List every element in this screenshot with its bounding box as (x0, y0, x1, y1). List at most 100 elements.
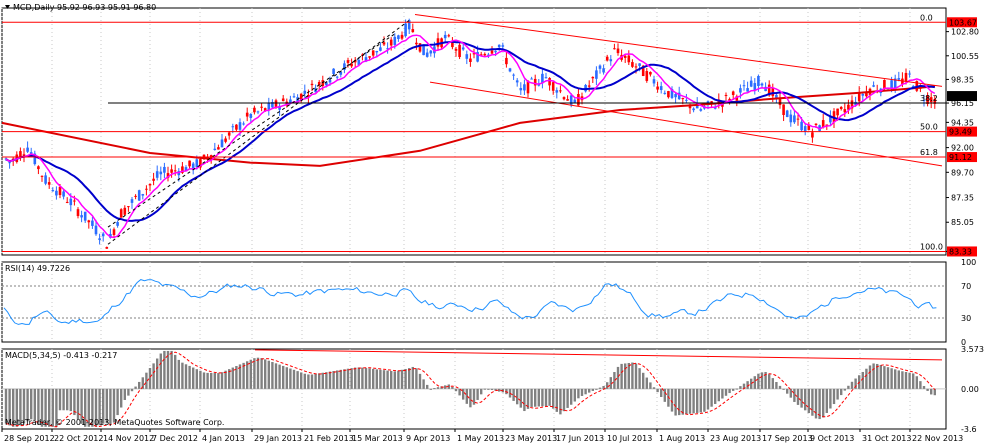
macd-histogram-bar (44, 388, 47, 427)
price-candle-body (566, 99, 569, 101)
price-candle-body (47, 182, 51, 185)
macd-histogram-bar (782, 388, 785, 390)
macd-histogram-bar (814, 388, 818, 419)
price-candle-body (55, 190, 58, 196)
price-candle-body (692, 108, 695, 111)
price-candle-body (224, 138, 227, 142)
price-candle-body (422, 46, 425, 56)
price-candle-body (119, 209, 123, 218)
x-axis-tick-label: 17 Jun 2013 (556, 434, 604, 443)
price-candle-body (87, 220, 91, 223)
price-label-text: 91.12 (949, 153, 972, 162)
price-candle-body (591, 76, 595, 79)
macd-histogram-bar (12, 388, 15, 427)
fib-level-label: 61.8 (920, 148, 938, 157)
macd-histogram-bar (354, 367, 357, 389)
price-candle-body (235, 124, 238, 130)
price-candle-body (911, 86, 915, 88)
price-label-box (947, 126, 977, 137)
price-candle-body (256, 111, 260, 113)
price-candle-body (364, 57, 368, 62)
price-candle-body (321, 80, 325, 86)
macd-histogram-bar (80, 388, 83, 424)
macd-histogram-bar (634, 363, 638, 389)
price-candle-body (407, 20, 411, 30)
macd-histogram-bar (588, 388, 591, 393)
price-candle-body (897, 78, 901, 80)
macd-histogram-bar (775, 381, 778, 389)
price-candle-body (602, 68, 605, 73)
price-candle-body (613, 48, 616, 50)
price-axis-tick-label: 87.35 (951, 194, 974, 203)
macd-histogram-bar (199, 370, 202, 389)
macd-histogram-bar (696, 388, 699, 413)
macd-histogram-bar (739, 386, 742, 389)
price-series-slow-ma (1, 85, 936, 167)
macd-histogram-bar (462, 388, 465, 400)
price-candle-body (245, 112, 249, 117)
price-candle-body (173, 170, 177, 172)
x-axis-tick-label: 9 Oct 2013 (810, 434, 854, 443)
price-candle-body (393, 36, 397, 45)
price-candle-body (263, 108, 267, 112)
price-candle-body (231, 126, 235, 128)
macd-histogram-bar (829, 388, 832, 409)
price-candle-body (199, 159, 202, 168)
macd-histogram-bar (868, 365, 872, 389)
price-candle-body (739, 88, 742, 93)
price-candle-body (350, 63, 353, 67)
macd-histogram-bar (130, 388, 134, 392)
price-candle-body (512, 74, 515, 76)
macd-histogram-bar (768, 374, 771, 389)
price-candle-body (785, 110, 789, 118)
price-candle-body (130, 199, 134, 203)
price-candle-body (537, 84, 541, 86)
macd-histogram-bar (328, 371, 332, 389)
price-candle-body (58, 186, 62, 195)
price-candle-body (569, 95, 573, 105)
price-candle-body (796, 118, 800, 120)
price-candle-body (677, 92, 681, 100)
macd-histogram-bar (253, 358, 256, 389)
price-candle-body (515, 80, 519, 83)
price-candle-body (166, 173, 170, 178)
macd-histogram-bar (368, 368, 371, 389)
rsi-panel-frame (1, 261, 947, 343)
macd-histogram-bar (566, 388, 569, 408)
price-candle-body (137, 190, 141, 201)
macd-histogram-bar (534, 388, 537, 407)
macd-histogram-bar (224, 370, 227, 389)
price-candle-body (501, 45, 505, 47)
macd-histogram-bar (807, 388, 810, 414)
macd-histogram-bar (818, 388, 821, 420)
price-candle-body (674, 94, 677, 98)
macd-histogram-bar (289, 368, 292, 389)
price-label-text: 93.49 (949, 128, 972, 137)
macd-histogram-bar (670, 388, 674, 412)
price-candle-body (191, 163, 195, 170)
macd-histogram-bar (278, 364, 281, 389)
macd-histogram-bar (721, 388, 724, 399)
macd-histogram-bar (757, 373, 760, 389)
macd-histogram-bar (822, 388, 825, 418)
macd-histogram-bar (58, 388, 62, 411)
macd-histogram-bar (22, 388, 26, 424)
price-candle-body (595, 70, 598, 79)
price-candle-body (253, 107, 256, 113)
macd-histogram-bar (422, 379, 425, 389)
macd-histogram-bar (879, 365, 882, 389)
price-candle-body (699, 109, 703, 111)
x-axis-tick-label: 10 Jul 2013 (607, 434, 652, 443)
macd-histogram-bar (138, 381, 141, 389)
macd-histogram-bar (616, 366, 620, 389)
price-candle-body (238, 122, 242, 130)
macd-histogram-bar (271, 362, 274, 389)
price-candle-body (429, 50, 433, 54)
price-candle-body (908, 73, 911, 75)
fib-level-label: 38.2 (920, 94, 938, 103)
price-candle-body (490, 50, 494, 54)
price-candle-body (638, 63, 641, 66)
fib-level-label: 100.0 (920, 242, 943, 251)
macd-histogram-bar (256, 357, 260, 389)
x-axis-tick-label: 22 Nov 2013 (912, 434, 963, 443)
